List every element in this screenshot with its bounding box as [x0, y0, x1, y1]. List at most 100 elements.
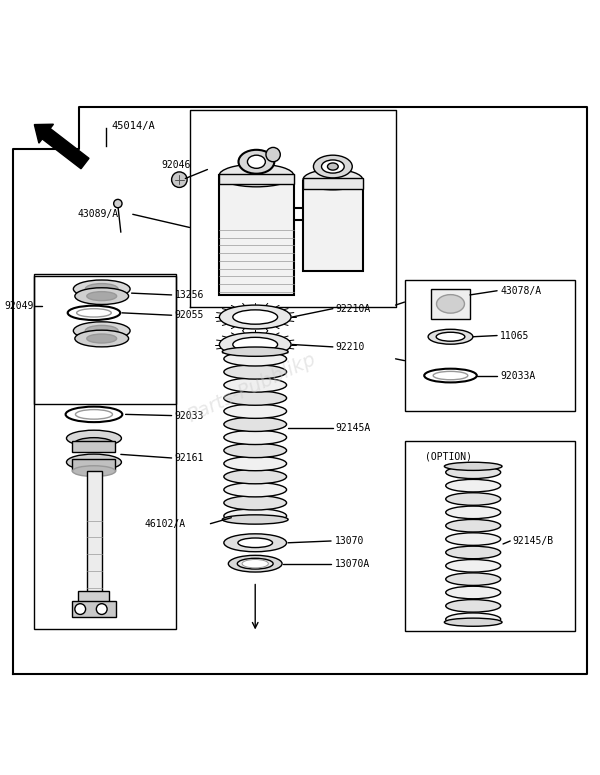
- Ellipse shape: [446, 493, 500, 505]
- Bar: [79, 591, 109, 602]
- Text: 13070: 13070: [335, 536, 364, 546]
- Ellipse shape: [437, 294, 464, 313]
- Ellipse shape: [446, 560, 500, 572]
- Bar: [220, 174, 294, 184]
- Ellipse shape: [224, 378, 287, 392]
- Circle shape: [97, 604, 107, 615]
- Ellipse shape: [446, 506, 500, 518]
- Ellipse shape: [238, 538, 272, 548]
- Circle shape: [113, 199, 122, 208]
- Ellipse shape: [73, 280, 130, 298]
- Ellipse shape: [303, 170, 363, 190]
- Ellipse shape: [73, 466, 115, 477]
- Bar: [73, 459, 115, 471]
- Ellipse shape: [328, 163, 338, 170]
- Ellipse shape: [445, 618, 502, 626]
- Ellipse shape: [75, 288, 128, 305]
- Ellipse shape: [436, 332, 465, 341]
- Text: 13070A: 13070A: [335, 559, 370, 569]
- Ellipse shape: [233, 337, 278, 352]
- Text: 11065: 11065: [500, 331, 529, 340]
- Text: 92210A: 92210A: [336, 304, 371, 314]
- FancyArrow shape: [34, 124, 89, 169]
- Ellipse shape: [74, 438, 114, 451]
- Bar: [404, 280, 575, 412]
- Ellipse shape: [446, 466, 500, 479]
- Ellipse shape: [222, 347, 288, 356]
- Ellipse shape: [229, 556, 282, 572]
- Ellipse shape: [224, 534, 287, 552]
- Ellipse shape: [224, 365, 287, 379]
- Ellipse shape: [446, 519, 500, 532]
- Text: 92161: 92161: [175, 453, 204, 463]
- Text: Parts-Pubblikp: Parts-Pubblikp: [185, 350, 320, 425]
- Bar: [72, 601, 116, 618]
- Bar: [303, 178, 363, 189]
- Ellipse shape: [85, 326, 118, 336]
- Text: (OPTION): (OPTION): [425, 451, 472, 461]
- Circle shape: [172, 172, 187, 188]
- Ellipse shape: [67, 454, 121, 470]
- Ellipse shape: [224, 496, 287, 510]
- Ellipse shape: [224, 443, 287, 457]
- Text: 45014/A: 45014/A: [112, 121, 155, 131]
- Ellipse shape: [424, 369, 477, 382]
- Ellipse shape: [322, 160, 344, 173]
- Bar: [73, 441, 115, 452]
- Ellipse shape: [224, 404, 287, 419]
- Text: 92145/B: 92145/B: [512, 536, 554, 546]
- Ellipse shape: [224, 352, 287, 366]
- Ellipse shape: [446, 586, 500, 599]
- Text: 92049: 92049: [4, 301, 34, 311]
- Ellipse shape: [219, 164, 294, 187]
- Ellipse shape: [431, 281, 470, 296]
- Ellipse shape: [76, 410, 112, 419]
- Ellipse shape: [85, 284, 118, 294]
- Bar: [220, 175, 294, 295]
- Ellipse shape: [220, 332, 291, 356]
- Ellipse shape: [238, 150, 274, 174]
- Ellipse shape: [445, 462, 502, 470]
- Ellipse shape: [247, 155, 265, 168]
- Text: 43089/A: 43089/A: [78, 209, 119, 219]
- Ellipse shape: [222, 515, 288, 524]
- Circle shape: [266, 147, 280, 162]
- Ellipse shape: [446, 546, 500, 559]
- Ellipse shape: [446, 573, 500, 585]
- Ellipse shape: [224, 430, 287, 445]
- Ellipse shape: [65, 407, 122, 422]
- Ellipse shape: [75, 330, 128, 347]
- Text: 43078/A: 43078/A: [500, 286, 541, 296]
- Text: 13256: 13256: [175, 290, 204, 300]
- Ellipse shape: [68, 305, 120, 320]
- Ellipse shape: [433, 371, 468, 380]
- Ellipse shape: [87, 334, 116, 343]
- Ellipse shape: [233, 310, 278, 324]
- Text: 92145A: 92145A: [336, 423, 371, 433]
- Ellipse shape: [220, 305, 291, 329]
- Bar: [34, 276, 176, 405]
- Ellipse shape: [224, 508, 287, 523]
- Text: 92033A: 92033A: [500, 370, 535, 381]
- Ellipse shape: [446, 613, 500, 625]
- Bar: [87, 471, 102, 594]
- Bar: [404, 441, 575, 631]
- Text: 92055: 92055: [175, 310, 204, 320]
- Text: 92210: 92210: [336, 342, 365, 352]
- Ellipse shape: [224, 483, 287, 497]
- Text: 92033: 92033: [175, 411, 204, 421]
- Ellipse shape: [73, 322, 130, 339]
- Circle shape: [75, 604, 86, 615]
- Ellipse shape: [446, 600, 500, 612]
- Ellipse shape: [224, 456, 287, 470]
- Ellipse shape: [428, 329, 473, 344]
- Ellipse shape: [242, 560, 268, 568]
- Ellipse shape: [313, 155, 352, 178]
- Bar: [431, 289, 470, 319]
- Ellipse shape: [224, 391, 287, 405]
- Ellipse shape: [67, 430, 121, 446]
- Ellipse shape: [87, 291, 116, 301]
- Ellipse shape: [77, 308, 111, 317]
- Ellipse shape: [237, 558, 273, 569]
- Ellipse shape: [446, 533, 500, 546]
